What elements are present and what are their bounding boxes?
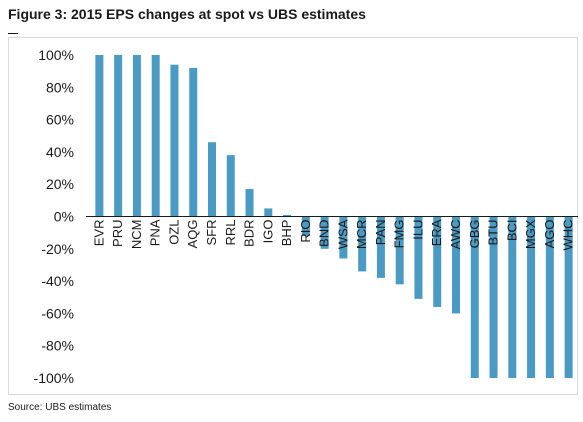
chart-title: Figure 3: 2015 EPS changes at spot vs UB… — [8, 6, 366, 22]
y-tick-label: 20% — [46, 176, 74, 192]
y-tick-label: 100% — [38, 47, 74, 63]
bar-mcr — [358, 216, 367, 272]
x-tick-label: PRU — [110, 220, 125, 247]
bar-bhp — [283, 214, 292, 217]
y-tick-label: 80% — [46, 79, 74, 95]
bar-pna — [151, 55, 160, 217]
y-tick-label: -20% — [41, 241, 74, 257]
x-tick-label: OZL — [166, 220, 181, 245]
y-tick-label: 0% — [54, 209, 74, 225]
x-tick-label: BCI — [504, 220, 519, 242]
x-tick-label: IGO — [260, 220, 275, 244]
bar-ago — [545, 216, 554, 378]
bar-evr — [95, 55, 104, 217]
x-tick-label: BDR — [242, 219, 257, 246]
bar-ilu — [414, 216, 423, 299]
x-tick-label: AQG — [185, 220, 200, 249]
x-tick-label: BTU — [486, 220, 501, 246]
x-tick-label: AWC — [448, 220, 463, 250]
x-tick-label: RIO — [298, 220, 313, 243]
x-tick-label: FMG — [392, 220, 407, 249]
x-tick-label: ERA — [429, 219, 444, 246]
bar-whc — [564, 216, 573, 378]
bar-gbg — [470, 216, 479, 378]
bar-series — [95, 55, 573, 378]
bar-rio — [301, 216, 310, 236]
x-tick-label: BND — [317, 220, 332, 247]
x-axis: EVR PRU NCM PNA OZL AQG SFR RRL BDR IGO BHP RIO BND W… — [91, 219, 575, 250]
y-tick-label: -60% — [41, 305, 74, 321]
bar-sfr — [208, 142, 216, 217]
x-tick-label: RRL — [223, 220, 238, 246]
bar-fmg — [395, 216, 404, 285]
x-tick-label: SFR — [204, 220, 219, 246]
x-tick-label: GBG — [467, 220, 482, 249]
bar-bdr — [245, 189, 254, 217]
bar-mgx — [527, 216, 536, 378]
x-tick-label: PNA — [148, 219, 163, 246]
bar-awc — [452, 216, 460, 314]
y-tick-label: 40% — [46, 144, 74, 160]
bar-ozl — [170, 64, 179, 217]
y-tick-label: -40% — [41, 273, 74, 289]
bar-bci — [508, 216, 517, 378]
bar-btu — [489, 216, 498, 378]
y-axis: 100% 80% 60% 40% 20% 0% -20% -40% -60% -80% -100% — [34, 47, 74, 386]
x-tick-label: AGO — [542, 220, 557, 249]
x-tick-label: ILU — [410, 220, 425, 240]
x-tick-label: WSA — [335, 219, 350, 249]
bar-era — [433, 216, 442, 307]
source-note: Source: UBS estimates — [8, 402, 112, 413]
bar-igo — [264, 208, 273, 217]
bar-pan — [376, 216, 385, 278]
bar-wsa — [339, 216, 348, 259]
x-tick-label: NCM — [129, 220, 144, 250]
x-tick-label: PAN — [373, 220, 388, 246]
x-tick-label: WHC — [561, 220, 576, 251]
y-tick-label: -100% — [34, 370, 74, 386]
x-tick-label: MCR — [354, 220, 369, 250]
y-tick-label: 60% — [46, 112, 74, 128]
bar-aqg — [189, 67, 198, 217]
bar-bnd — [320, 216, 329, 249]
bar-rrl — [226, 155, 235, 217]
x-tick-label: MGX — [523, 219, 538, 249]
bar-pru — [114, 55, 123, 217]
bar-ncm — [132, 55, 141, 217]
y-tick-label: -80% — [41, 338, 74, 354]
title-underline — [8, 33, 18, 34]
x-tick-label: BHP — [279, 220, 294, 247]
x-tick-label: EVR — [91, 220, 106, 247]
